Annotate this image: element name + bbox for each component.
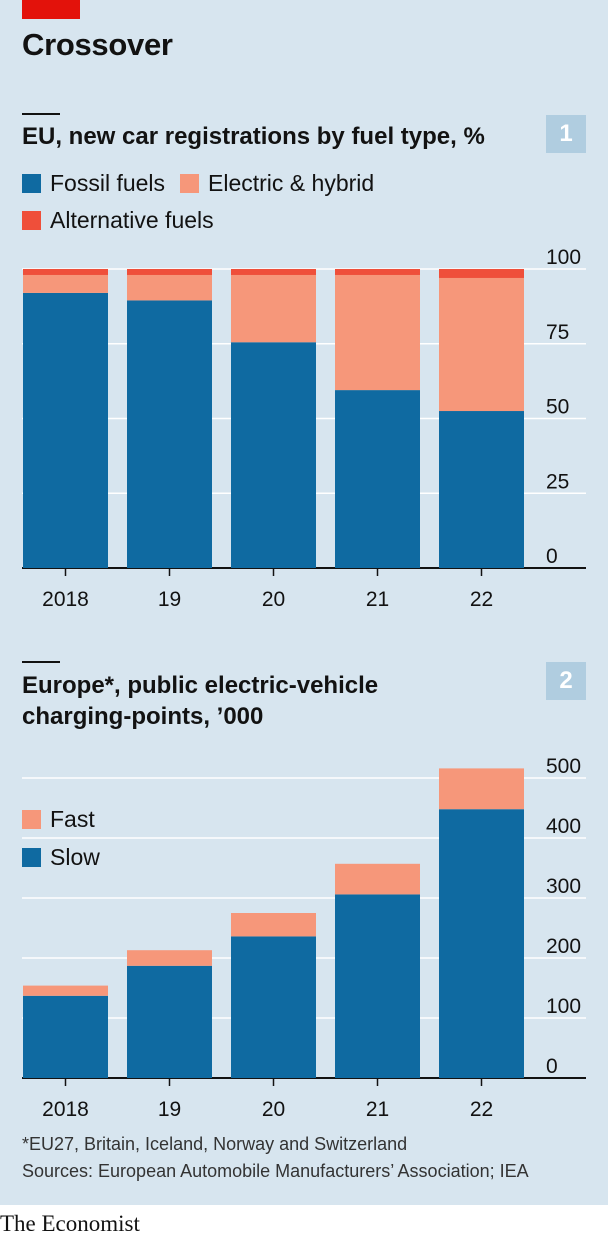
bar-segment-slow-2018 bbox=[23, 995, 108, 1078]
bar-segment-fossil-fuels-2018 bbox=[23, 292, 108, 568]
bar-segment-fast-19 bbox=[127, 950, 212, 966]
x-tick-label: 19 bbox=[158, 1098, 181, 1121]
y-tick-label: 0 bbox=[546, 1055, 558, 1078]
chart1-title-rule bbox=[22, 113, 60, 115]
x-tick-label: 20 bbox=[262, 588, 285, 611]
chart2-legend-slow: Slow bbox=[22, 844, 100, 870]
y-tick-label: 75 bbox=[546, 321, 569, 344]
bar-segment-fossil-fuels-21 bbox=[335, 390, 420, 568]
x-tick-label: 22 bbox=[470, 1098, 493, 1121]
bar-segment-electric-hybrid-19 bbox=[127, 274, 212, 301]
x-tick-label: 22 bbox=[470, 588, 493, 611]
bar-segment-alternative-fuels-22 bbox=[439, 269, 524, 278]
bar-segment-fast-21 bbox=[335, 863, 420, 895]
bar-segment-alternative-fuels-20 bbox=[231, 269, 316, 275]
x-tick-label: 20 bbox=[262, 1098, 285, 1121]
bar-segment-slow-22 bbox=[439, 809, 524, 1078]
bar-segment-electric-hybrid-21 bbox=[335, 274, 420, 391]
chart1-legend-electric: Electric & hybrid bbox=[180, 170, 374, 196]
bar-segment-fast-20 bbox=[231, 913, 316, 937]
bar-segment-slow-21 bbox=[335, 894, 420, 1078]
bar-segment-fossil-fuels-20 bbox=[231, 342, 316, 568]
y-tick-label: 0 bbox=[546, 545, 558, 568]
bar-segment-alternative-fuels-21 bbox=[335, 269, 420, 275]
bar-segment-electric-hybrid-22 bbox=[439, 277, 524, 412]
x-tick-label: 2018 bbox=[42, 588, 89, 611]
x-tick-label: 19 bbox=[158, 588, 181, 611]
x-tick-label: 21 bbox=[366, 1098, 389, 1121]
y-tick-label: 50 bbox=[546, 396, 569, 419]
chart1-number-badge: 1 bbox=[546, 115, 586, 153]
legend-swatch-fossil bbox=[22, 173, 41, 193]
bar-segment-electric-hybrid-20 bbox=[231, 274, 316, 343]
footnote: *EU27, Britain, Iceland, Norway and Swit… bbox=[22, 1134, 408, 1154]
legend-swatch-fast bbox=[22, 809, 41, 829]
chart1-title-line: EU, new car registrations by fuel type, … bbox=[22, 123, 485, 150]
y-tick-label: 400 bbox=[546, 815, 581, 838]
y-tick-label: 300 bbox=[546, 875, 581, 898]
bar-segment-alternative-fuels-19 bbox=[127, 269, 212, 275]
chart1-plot: 100 75 50 25 0 2018 19 20 21 22 bbox=[22, 246, 586, 611]
bar-segment-fast-22 bbox=[439, 768, 524, 810]
bar-segment-electric-hybrid-2018 bbox=[23, 274, 108, 293]
legend-label-slow: Slow bbox=[50, 844, 100, 870]
x-tick-label: 2018 bbox=[42, 1098, 89, 1121]
chart2-legend-fast: Fast bbox=[22, 806, 95, 832]
chart1-legend-fossil: Fossil fuels bbox=[22, 170, 165, 196]
legend-swatch-electric bbox=[180, 173, 199, 193]
legend-label-electric: Electric & hybrid bbox=[208, 170, 375, 196]
sources-note: Sources: European Automobile Manufacture… bbox=[22, 1161, 529, 1181]
bar-segment-fast-2018 bbox=[23, 985, 108, 996]
chart2-title: Europe*, public electric-vehicle chargin… bbox=[22, 670, 378, 732]
main-title: Crossover bbox=[22, 27, 173, 62]
bar-segment-fossil-fuels-22 bbox=[439, 411, 524, 568]
chart2-number-badge: 2 bbox=[546, 662, 586, 700]
legend-swatch-alternative bbox=[22, 210, 41, 230]
bar-segment-alternative-fuels-2018 bbox=[23, 269, 108, 275]
y-tick-label: 25 bbox=[546, 470, 569, 493]
chart2-plot: 500 400 300 200 100 0 2018 19 20 21 22 bbox=[22, 755, 586, 1121]
bar-segment-fossil-fuels-19 bbox=[127, 300, 212, 568]
chart2-title-rule bbox=[22, 661, 60, 663]
legend-label-fast: Fast bbox=[50, 806, 95, 832]
legend-label-fossil: Fossil fuels bbox=[50, 170, 166, 196]
chart1-title: EU, new car registrations by fuel type, … bbox=[22, 121, 485, 152]
bar-segment-slow-19 bbox=[127, 965, 212, 1078]
brand-red-tag bbox=[22, 0, 80, 19]
chart-panel: Crossover EU, new car registrations by f… bbox=[0, 0, 608, 1205]
y-tick-label: 200 bbox=[546, 935, 581, 958]
chart2-title-line-1: Europe*, public electric-vehicle bbox=[22, 672, 379, 699]
x-tick-label: 21 bbox=[366, 588, 389, 611]
y-tick-label: 100 bbox=[546, 995, 581, 1018]
legend-label-alternative: Alternative fuels bbox=[50, 207, 214, 233]
bar-segment-slow-20 bbox=[231, 936, 316, 1078]
y-tick-label: 500 bbox=[546, 755, 581, 778]
chart1-legend-alternative: Alternative fuels bbox=[22, 207, 214, 233]
economist-wordmark: The Economist bbox=[0, 1211, 140, 1236]
y-tick-label: 100 bbox=[546, 246, 581, 269]
chart2-title-line-2: charging-points, ’000 bbox=[22, 703, 264, 730]
legend-swatch-slow bbox=[22, 847, 41, 867]
